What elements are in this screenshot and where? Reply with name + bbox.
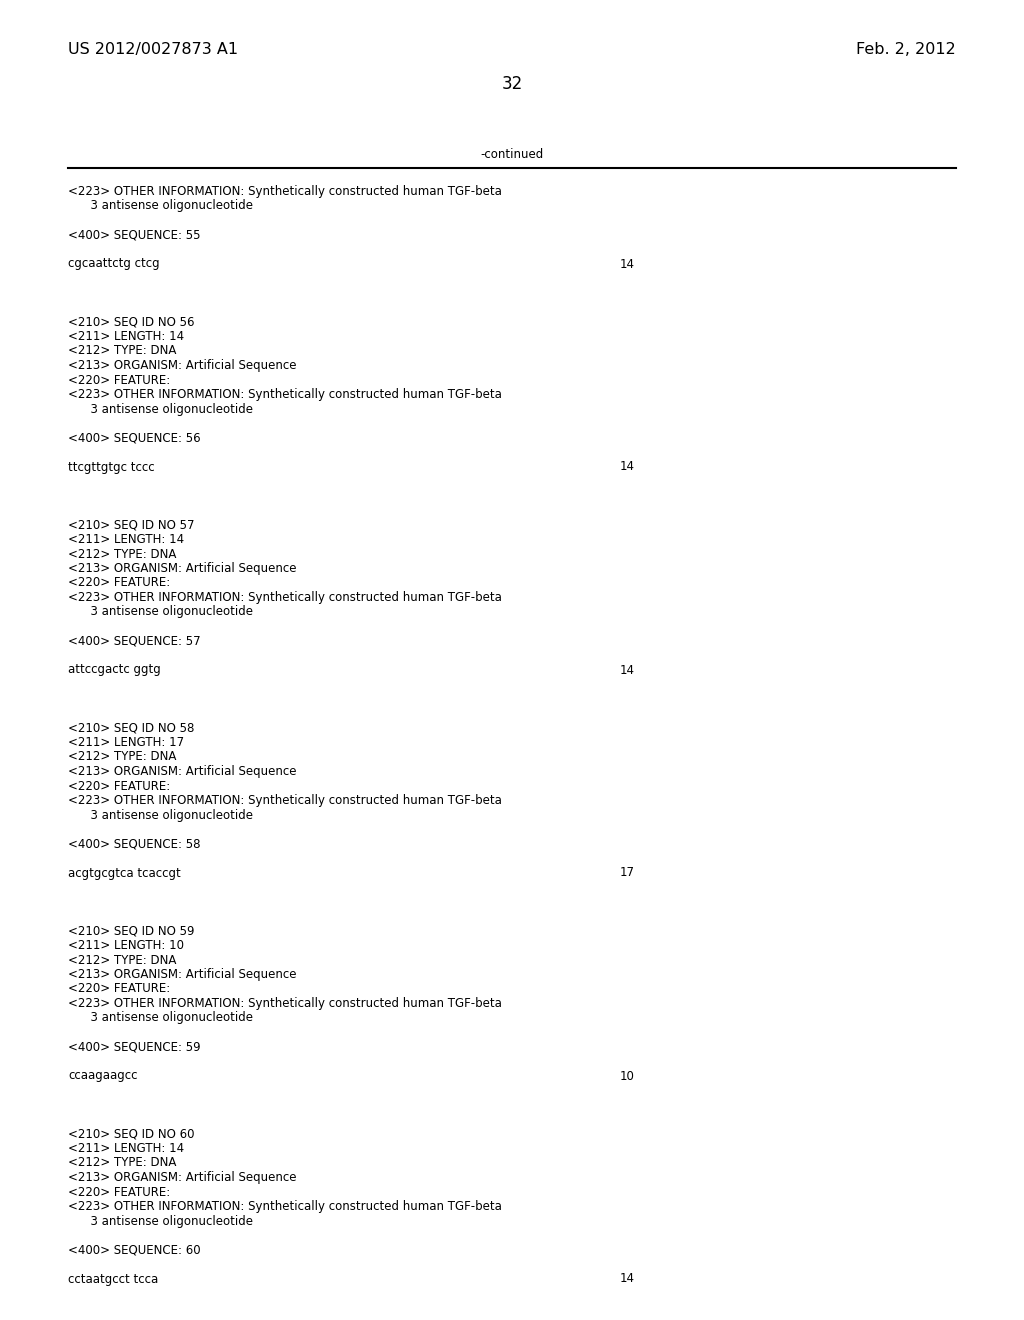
Text: cctaatgcct tcca: cctaatgcct tcca (68, 1272, 159, 1286)
Text: 14: 14 (620, 461, 635, 474)
Text: ttcgttgtgc tccc: ttcgttgtgc tccc (68, 461, 155, 474)
Text: <210> SEQ ID NO 56: <210> SEQ ID NO 56 (68, 315, 195, 329)
Text: <213> ORGANISM: Artificial Sequence: <213> ORGANISM: Artificial Sequence (68, 766, 297, 777)
Text: 3 antisense oligonucleotide: 3 antisense oligonucleotide (68, 403, 253, 416)
Text: <223> OTHER INFORMATION: Synthetically constructed human TGF-beta: <223> OTHER INFORMATION: Synthetically c… (68, 185, 502, 198)
Text: <220> FEATURE:: <220> FEATURE: (68, 780, 170, 792)
Text: <212> TYPE: DNA: <212> TYPE: DNA (68, 1156, 176, 1170)
Text: <400> SEQUENCE: 59: <400> SEQUENCE: 59 (68, 1040, 201, 1053)
Text: <210> SEQ ID NO 58: <210> SEQ ID NO 58 (68, 722, 195, 734)
Text: <223> OTHER INFORMATION: Synthetically constructed human TGF-beta: <223> OTHER INFORMATION: Synthetically c… (68, 795, 502, 807)
Text: 32: 32 (502, 75, 522, 92)
Text: <210> SEQ ID NO 60: <210> SEQ ID NO 60 (68, 1127, 195, 1140)
Text: <211> LENGTH: 14: <211> LENGTH: 14 (68, 533, 184, 546)
Text: <211> LENGTH: 10: <211> LENGTH: 10 (68, 939, 184, 952)
Text: <400> SEQUENCE: 55: <400> SEQUENCE: 55 (68, 228, 201, 242)
Text: <210> SEQ ID NO 57: <210> SEQ ID NO 57 (68, 519, 195, 532)
Text: <213> ORGANISM: Artificial Sequence: <213> ORGANISM: Artificial Sequence (68, 968, 297, 981)
Text: 3 antisense oligonucleotide: 3 antisense oligonucleotide (68, 606, 253, 619)
Text: <213> ORGANISM: Artificial Sequence: <213> ORGANISM: Artificial Sequence (68, 1171, 297, 1184)
Text: <210> SEQ ID NO 59: <210> SEQ ID NO 59 (68, 924, 195, 937)
Text: 3 antisense oligonucleotide: 3 antisense oligonucleotide (68, 1214, 253, 1228)
Text: <223> OTHER INFORMATION: Synthetically constructed human TGF-beta: <223> OTHER INFORMATION: Synthetically c… (68, 997, 502, 1010)
Text: <211> LENGTH: 14: <211> LENGTH: 14 (68, 330, 184, 343)
Text: <213> ORGANISM: Artificial Sequence: <213> ORGANISM: Artificial Sequence (68, 562, 297, 576)
Text: 17: 17 (620, 866, 635, 879)
Text: <212> TYPE: DNA: <212> TYPE: DNA (68, 345, 176, 358)
Text: <220> FEATURE:: <220> FEATURE: (68, 374, 170, 387)
Text: Feb. 2, 2012: Feb. 2, 2012 (856, 42, 956, 57)
Text: <220> FEATURE:: <220> FEATURE: (68, 982, 170, 995)
Text: <212> TYPE: DNA: <212> TYPE: DNA (68, 953, 176, 966)
Text: 14: 14 (620, 1272, 635, 1286)
Text: <223> OTHER INFORMATION: Synthetically constructed human TGF-beta: <223> OTHER INFORMATION: Synthetically c… (68, 388, 502, 401)
Text: <400> SEQUENCE: 56: <400> SEQUENCE: 56 (68, 432, 201, 445)
Text: <220> FEATURE:: <220> FEATURE: (68, 1185, 170, 1199)
Text: <400> SEQUENCE: 57: <400> SEQUENCE: 57 (68, 635, 201, 648)
Text: <211> LENGTH: 17: <211> LENGTH: 17 (68, 737, 184, 748)
Text: 14: 14 (620, 257, 635, 271)
Text: 3 antisense oligonucleotide: 3 antisense oligonucleotide (68, 1011, 253, 1024)
Text: 14: 14 (620, 664, 635, 676)
Text: attccgactc ggtg: attccgactc ggtg (68, 664, 161, 676)
Text: 3 antisense oligonucleotide: 3 antisense oligonucleotide (68, 808, 253, 821)
Text: 3 antisense oligonucleotide: 3 antisense oligonucleotide (68, 199, 253, 213)
Text: <400> SEQUENCE: 58: <400> SEQUENCE: 58 (68, 837, 201, 850)
Text: cgcaattctg ctcg: cgcaattctg ctcg (68, 257, 160, 271)
Text: <400> SEQUENCE: 60: <400> SEQUENCE: 60 (68, 1243, 201, 1257)
Text: <220> FEATURE:: <220> FEATURE: (68, 577, 170, 590)
Text: <211> LENGTH: 14: <211> LENGTH: 14 (68, 1142, 184, 1155)
Text: 10: 10 (620, 1069, 635, 1082)
Text: <213> ORGANISM: Artificial Sequence: <213> ORGANISM: Artificial Sequence (68, 359, 297, 372)
Text: ccaagaagcc: ccaagaagcc (68, 1069, 137, 1082)
Text: -continued: -continued (480, 148, 544, 161)
Text: acgtgcgtca tcaccgt: acgtgcgtca tcaccgt (68, 866, 181, 879)
Text: <212> TYPE: DNA: <212> TYPE: DNA (68, 751, 176, 763)
Text: <223> OTHER INFORMATION: Synthetically constructed human TGF-beta: <223> OTHER INFORMATION: Synthetically c… (68, 591, 502, 605)
Text: <212> TYPE: DNA: <212> TYPE: DNA (68, 548, 176, 561)
Text: US 2012/0027873 A1: US 2012/0027873 A1 (68, 42, 239, 57)
Text: <223> OTHER INFORMATION: Synthetically constructed human TGF-beta: <223> OTHER INFORMATION: Synthetically c… (68, 1200, 502, 1213)
